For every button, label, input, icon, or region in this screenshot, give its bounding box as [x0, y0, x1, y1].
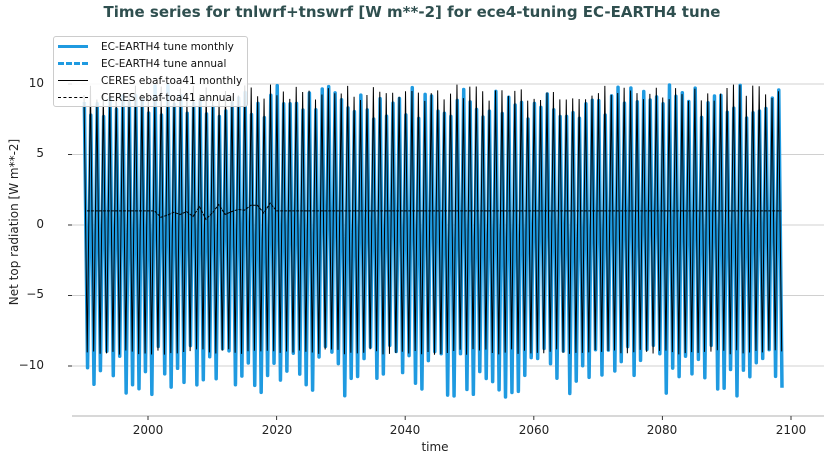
legend: EC-EARTH4 tune monthly EC-EARTH4 tune an…: [53, 36, 248, 107]
x-tick-2020: 2020: [261, 423, 293, 437]
y-tick-minus10: −10: [18, 358, 44, 372]
y-tick-10: 10: [28, 76, 44, 90]
dashed-blue-line-icon: [58, 62, 88, 65]
x-tick-2060: 2060: [518, 423, 550, 437]
x-axis-label: time: [421, 440, 449, 454]
legend-label: EC-EARTH4 tune monthly: [101, 40, 234, 53]
legend-item-ece-monthly: EC-EARTH4 tune monthly: [58, 38, 234, 55]
legend-item-ceres-monthly: CERES ebaf-toa41 monthly: [58, 72, 242, 89]
legend-label: CERES ebaf-toa41 monthly: [101, 74, 243, 87]
y-tick-0: 0: [36, 217, 44, 231]
y-tick-5: 5: [36, 146, 44, 160]
x-tick-2080: 2080: [646, 423, 678, 437]
x-tick-2100: 2100: [775, 423, 807, 437]
dashed-black-line-icon: [58, 97, 88, 98]
legend-label: EC-EARTH4 tune annual: [101, 57, 227, 70]
x-tick-2000: 2000: [132, 423, 164, 437]
legend-item-ece-annual: EC-EARTH4 tune annual: [58, 55, 226, 72]
legend-item-ceres-annual: CERES ebaf-toa41 annual: [58, 89, 235, 106]
x-tick-2040: 2040: [389, 423, 421, 437]
solid-black-line-icon: [58, 80, 88, 81]
y-tick-minus5: −5: [26, 287, 44, 301]
solid-blue-line-icon: [58, 45, 88, 48]
legend-label: CERES ebaf-toa41 annual: [101, 91, 235, 104]
chart-title: Time series for tnlwrf+tnswrf [W m**-2] …: [103, 3, 721, 21]
